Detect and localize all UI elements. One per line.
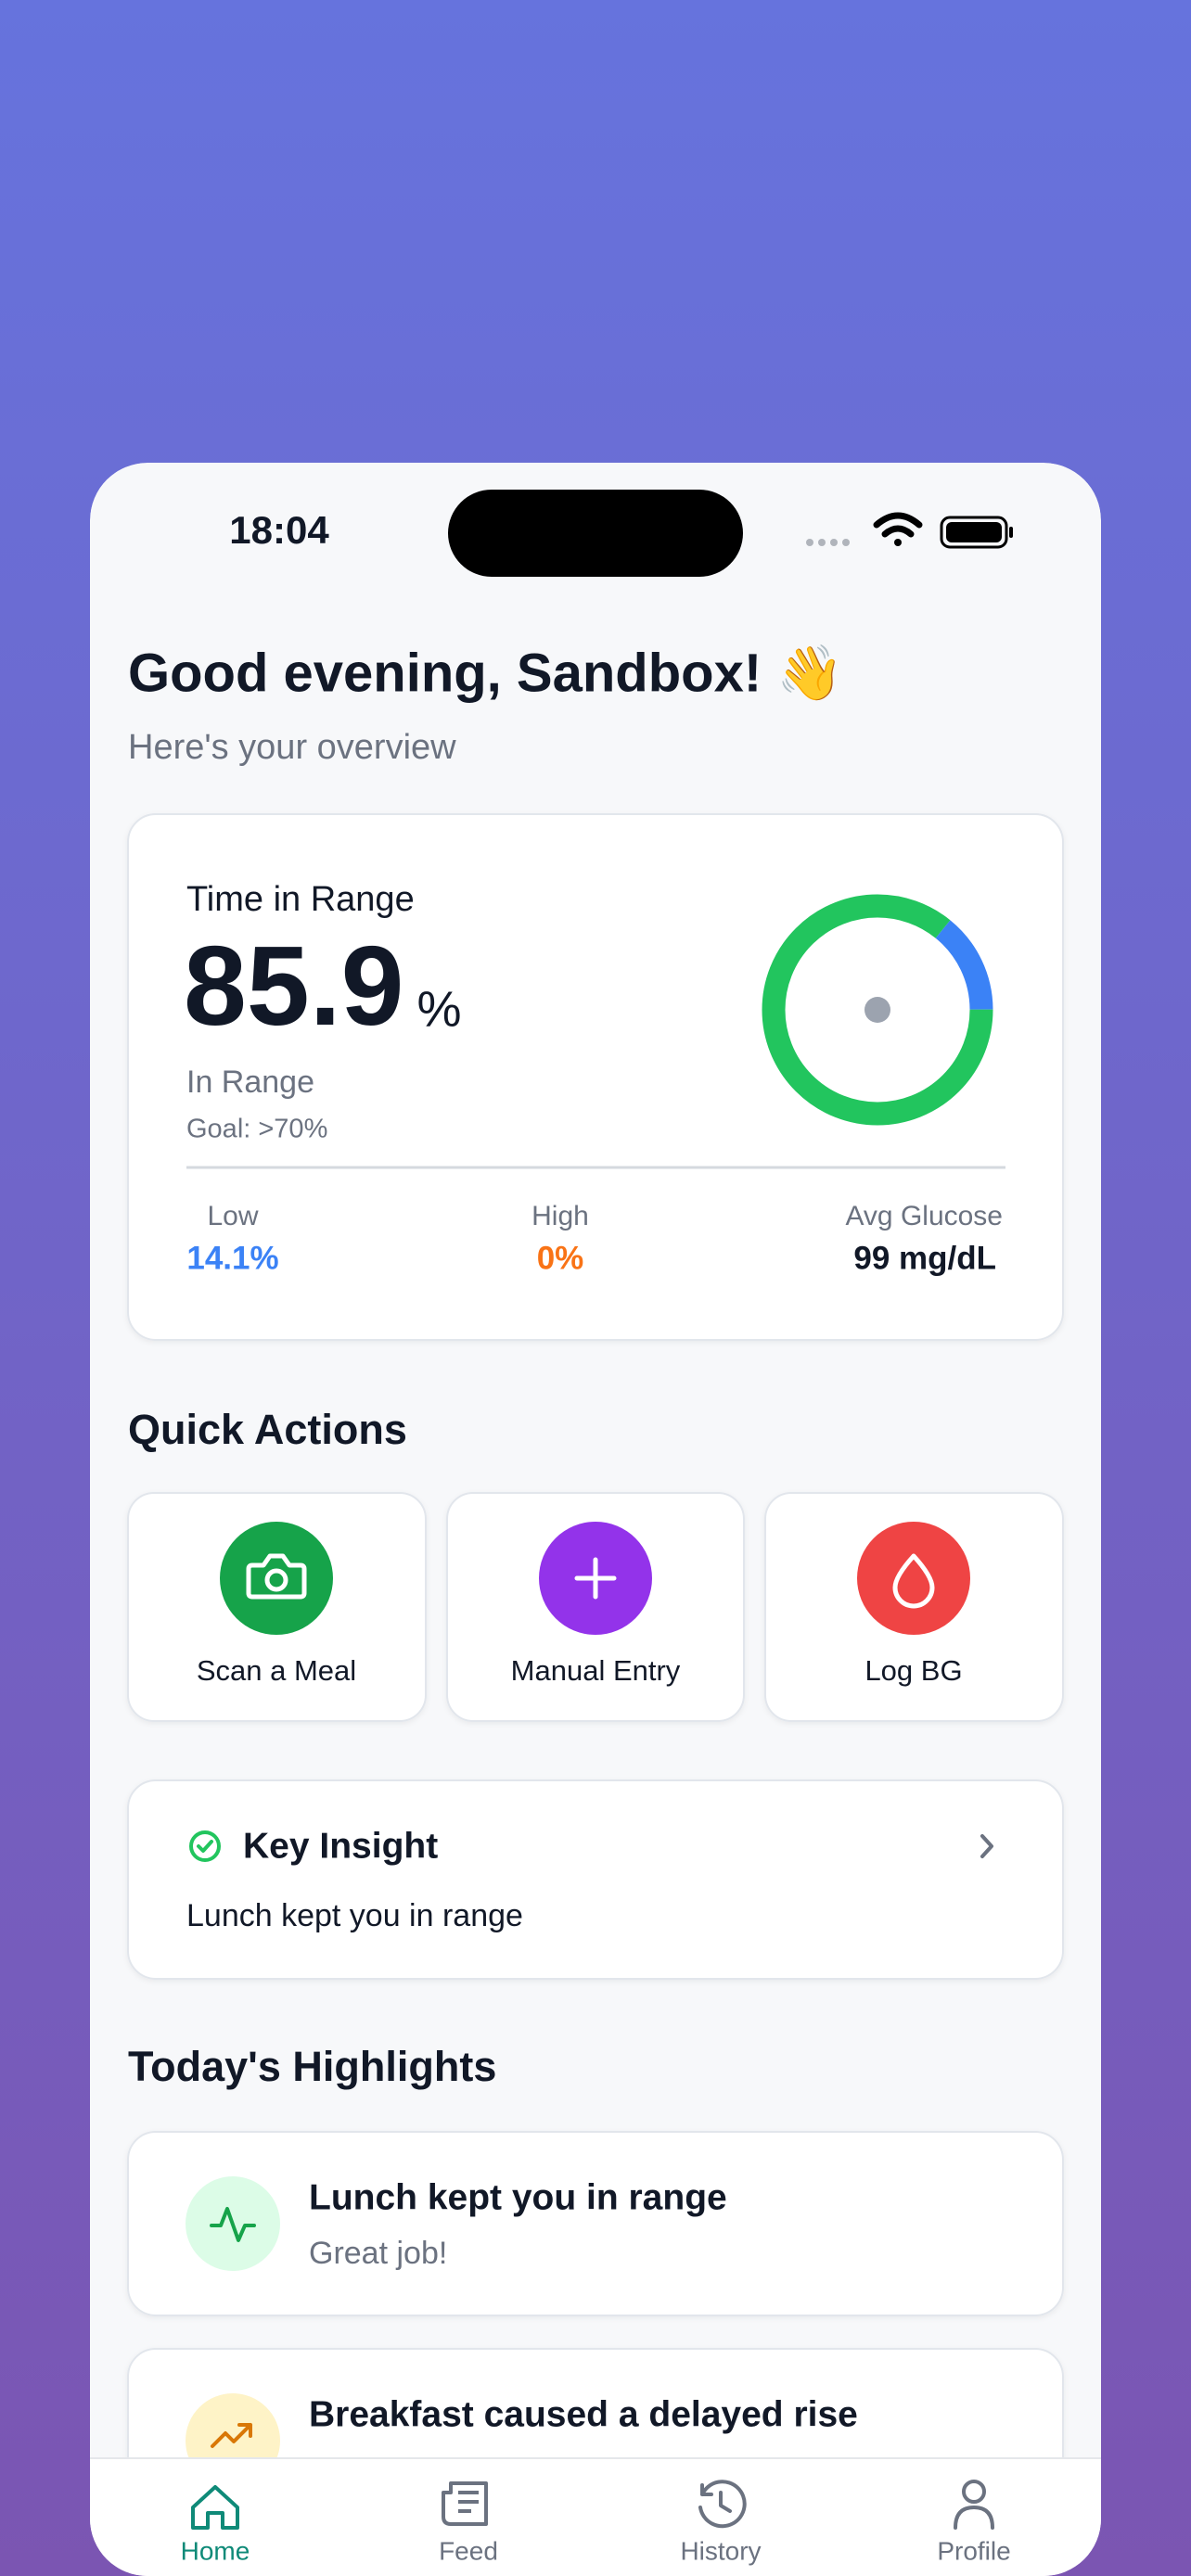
battery-icon — [940, 516, 1013, 549]
tir-title: Time in Range — [186, 880, 415, 919]
tir-caption: In Range — [186, 1065, 314, 1100]
avg-label: Avg Glucose — [845, 1201, 1003, 1231]
action-log-bg[interactable]: Log BG — [764, 1492, 1064, 1722]
tir-value: 85.9 — [184, 923, 403, 1049]
tab-label: History — [680, 2536, 761, 2565]
status-time: 18:04 — [229, 508, 329, 552]
subtitle: Here's your overview — [128, 728, 456, 767]
donut-segment — [762, 894, 993, 1126]
phone: 18:04 Good evening, Sandbox! 👋 Here's yo… — [90, 463, 1101, 2576]
action-label: Scan a Meal — [197, 1654, 356, 1687]
action-manual[interactable]: Manual Entry — [446, 1492, 745, 1722]
highlight-card[interactable]: Lunch kept you in range Great job! — [127, 2131, 1064, 2316]
high-value: 0% — [537, 1240, 584, 1276]
tab[interactable]: Home — [181, 2485, 250, 2565]
action-label: Manual Entry — [511, 1654, 681, 1687]
insight-text: Lunch kept you in range — [186, 1898, 523, 1933]
tab-bar — [90, 2458, 1101, 2576]
low-label: Low — [207, 1201, 258, 1231]
tir-unit: % — [416, 981, 461, 1037]
dynamic-island — [448, 490, 743, 577]
section-title: Today's Highlights — [128, 2043, 496, 2090]
tab[interactable]: Profile — [937, 2479, 1011, 2565]
wifi-icon — [873, 512, 923, 546]
tab-label: Feed — [439, 2536, 498, 2565]
tab-label: Home — [181, 2536, 250, 2565]
chevron — [980, 1834, 993, 1858]
highlight-title: Breakfast caused a delayed rise — [309, 2394, 858, 2434]
tab[interactable]: Feed — [439, 2481, 498, 2565]
action-label: Log BG — [864, 1654, 962, 1687]
low-value: 14.1% — [186, 1240, 278, 1276]
tab-label: Profile — [937, 2536, 1010, 2565]
avg-value: 99 mg/dL — [853, 1240, 996, 1276]
donut — [762, 894, 993, 1126]
key-insight-card[interactable]: Key Insight Lunch kept you in range — [127, 1779, 1064, 1980]
donut-center — [864, 997, 890, 1023]
action-scan[interactable]: Scan a Meal — [127, 1492, 427, 1722]
signal-dots — [806, 539, 850, 546]
highlight-subtitle: Great job! — [309, 2236, 447, 2271]
insight-title: Key Insight — [243, 1826, 438, 1866]
section-title: Quick Actions — [128, 1406, 407, 1453]
tabs: Home Feed History Profile — [181, 2479, 1011, 2565]
high-label: High — [531, 1201, 589, 1231]
tir-card — [127, 813, 1064, 1341]
highlight-title: Lunch kept you in range — [309, 2177, 727, 2217]
greeting: Good evening, Sandbox! 👋 — [128, 643, 843, 705]
tab[interactable]: History — [680, 2480, 762, 2565]
tir-goal: Goal: >70% — [186, 1115, 327, 1144]
